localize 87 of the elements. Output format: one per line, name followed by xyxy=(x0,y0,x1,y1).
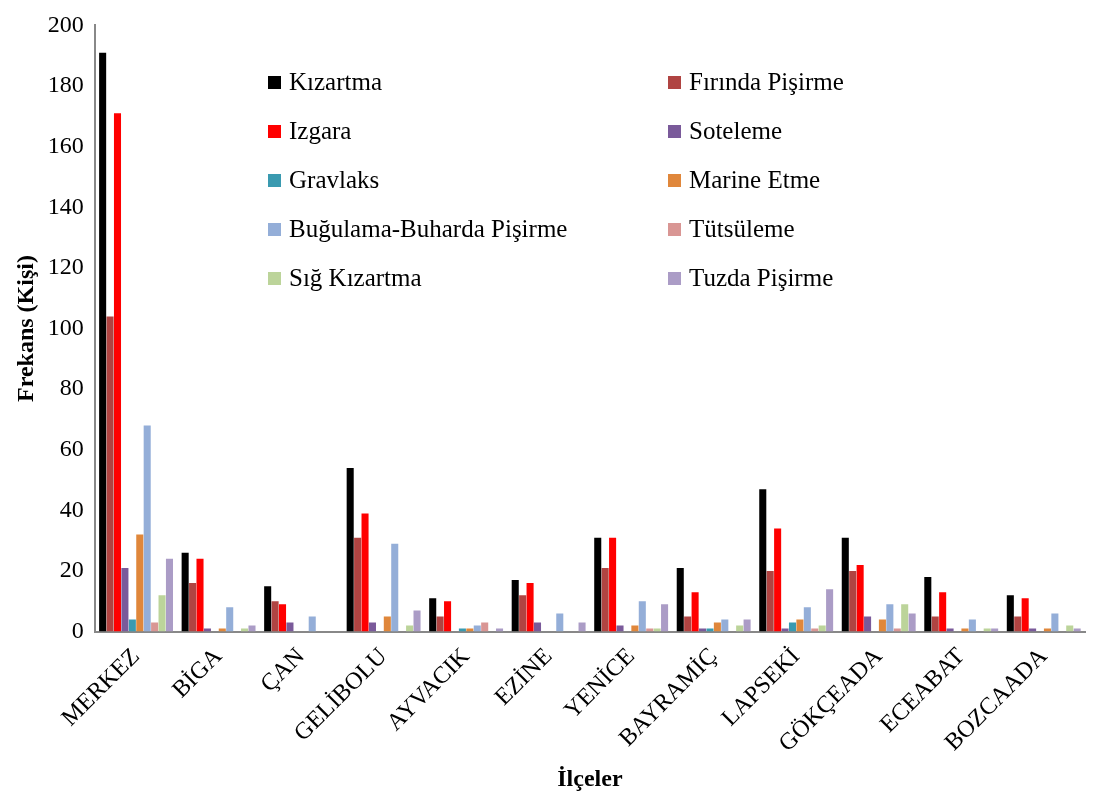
bar xyxy=(121,567,129,632)
bar xyxy=(436,616,444,632)
y-tick-label: 60 xyxy=(59,435,84,462)
legend-label: Marine Etme xyxy=(689,166,821,194)
x-axis-title: İlçeler xyxy=(557,764,623,791)
bar xyxy=(803,607,811,632)
bar xyxy=(594,537,602,632)
bar xyxy=(1051,613,1059,632)
bar xyxy=(391,543,399,632)
y-tick-label: 80 xyxy=(59,374,84,401)
bar xyxy=(939,592,947,632)
bar xyxy=(271,601,279,632)
bar xyxy=(158,595,166,632)
bar xyxy=(743,619,751,632)
bar xyxy=(526,583,534,632)
bar xyxy=(878,619,886,632)
bar xyxy=(766,571,774,632)
bar xyxy=(248,625,256,632)
bar xyxy=(691,592,699,632)
legend-label: Izgara xyxy=(289,117,352,145)
bar xyxy=(99,52,107,632)
bar xyxy=(354,537,362,632)
bar xyxy=(308,616,316,632)
bar xyxy=(519,595,527,632)
bar xyxy=(609,537,617,632)
bar xyxy=(638,601,646,632)
bar xyxy=(864,616,872,632)
y-axis-title: Frekans (Kişi) xyxy=(11,255,38,402)
bar xyxy=(556,613,564,632)
y-tick-label: 200 xyxy=(47,10,84,37)
bar xyxy=(774,528,782,632)
bar xyxy=(616,625,624,632)
bar xyxy=(429,598,437,632)
bar xyxy=(196,558,204,632)
bar xyxy=(106,316,114,632)
bar xyxy=(511,580,519,632)
bar xyxy=(841,537,849,632)
y-tick-label: 40 xyxy=(59,495,84,522)
y-tick-label: 20 xyxy=(59,556,84,583)
legend-label: Kızartma xyxy=(289,68,383,96)
y-tick-label: 0 xyxy=(71,616,84,643)
bar xyxy=(383,616,391,632)
bar xyxy=(1006,595,1014,632)
y-tick-label: 100 xyxy=(47,313,84,340)
bar xyxy=(165,558,174,632)
bar xyxy=(226,607,234,632)
y-tick-label: 180 xyxy=(47,71,84,98)
bar xyxy=(189,583,197,632)
legend-label: Gravlaks xyxy=(289,166,380,194)
bar xyxy=(128,619,136,632)
bar xyxy=(346,467,354,632)
legend-label: Tütsüleme xyxy=(689,215,795,243)
bar xyxy=(886,604,894,632)
bar xyxy=(924,577,932,632)
bar xyxy=(908,613,916,632)
bar xyxy=(413,610,421,632)
bar xyxy=(661,604,669,632)
bar xyxy=(676,567,684,632)
bar xyxy=(444,601,452,632)
bar xyxy=(361,513,369,632)
bar xyxy=(601,567,609,632)
y-tick-label: 120 xyxy=(47,253,84,280)
bar xyxy=(264,586,272,632)
legend-label: Fırında Pişirme xyxy=(689,68,844,96)
bar xyxy=(181,552,189,632)
bar xyxy=(721,619,729,632)
bar xyxy=(684,616,692,632)
legend-label: Buğulama-Buharda Pişirme xyxy=(289,215,568,243)
bar xyxy=(968,619,976,632)
bar xyxy=(931,616,939,632)
bar xyxy=(279,604,287,632)
legend-label: Soteleme xyxy=(689,117,783,145)
bar xyxy=(826,589,834,632)
bar xyxy=(901,604,909,632)
bar xyxy=(136,534,144,632)
legend-label: Tuzda Pişirme xyxy=(689,264,834,292)
bar xyxy=(796,619,804,632)
bar xyxy=(1014,616,1022,632)
legend-label: Sığ Kızartma xyxy=(289,264,422,292)
bar xyxy=(856,564,864,632)
bar xyxy=(143,425,151,632)
bar xyxy=(849,571,857,632)
y-tick-label: 160 xyxy=(47,131,84,158)
y-tick-label: 140 xyxy=(47,192,84,219)
bar xyxy=(759,489,767,632)
bar xyxy=(1021,598,1029,632)
bar xyxy=(113,113,122,632)
